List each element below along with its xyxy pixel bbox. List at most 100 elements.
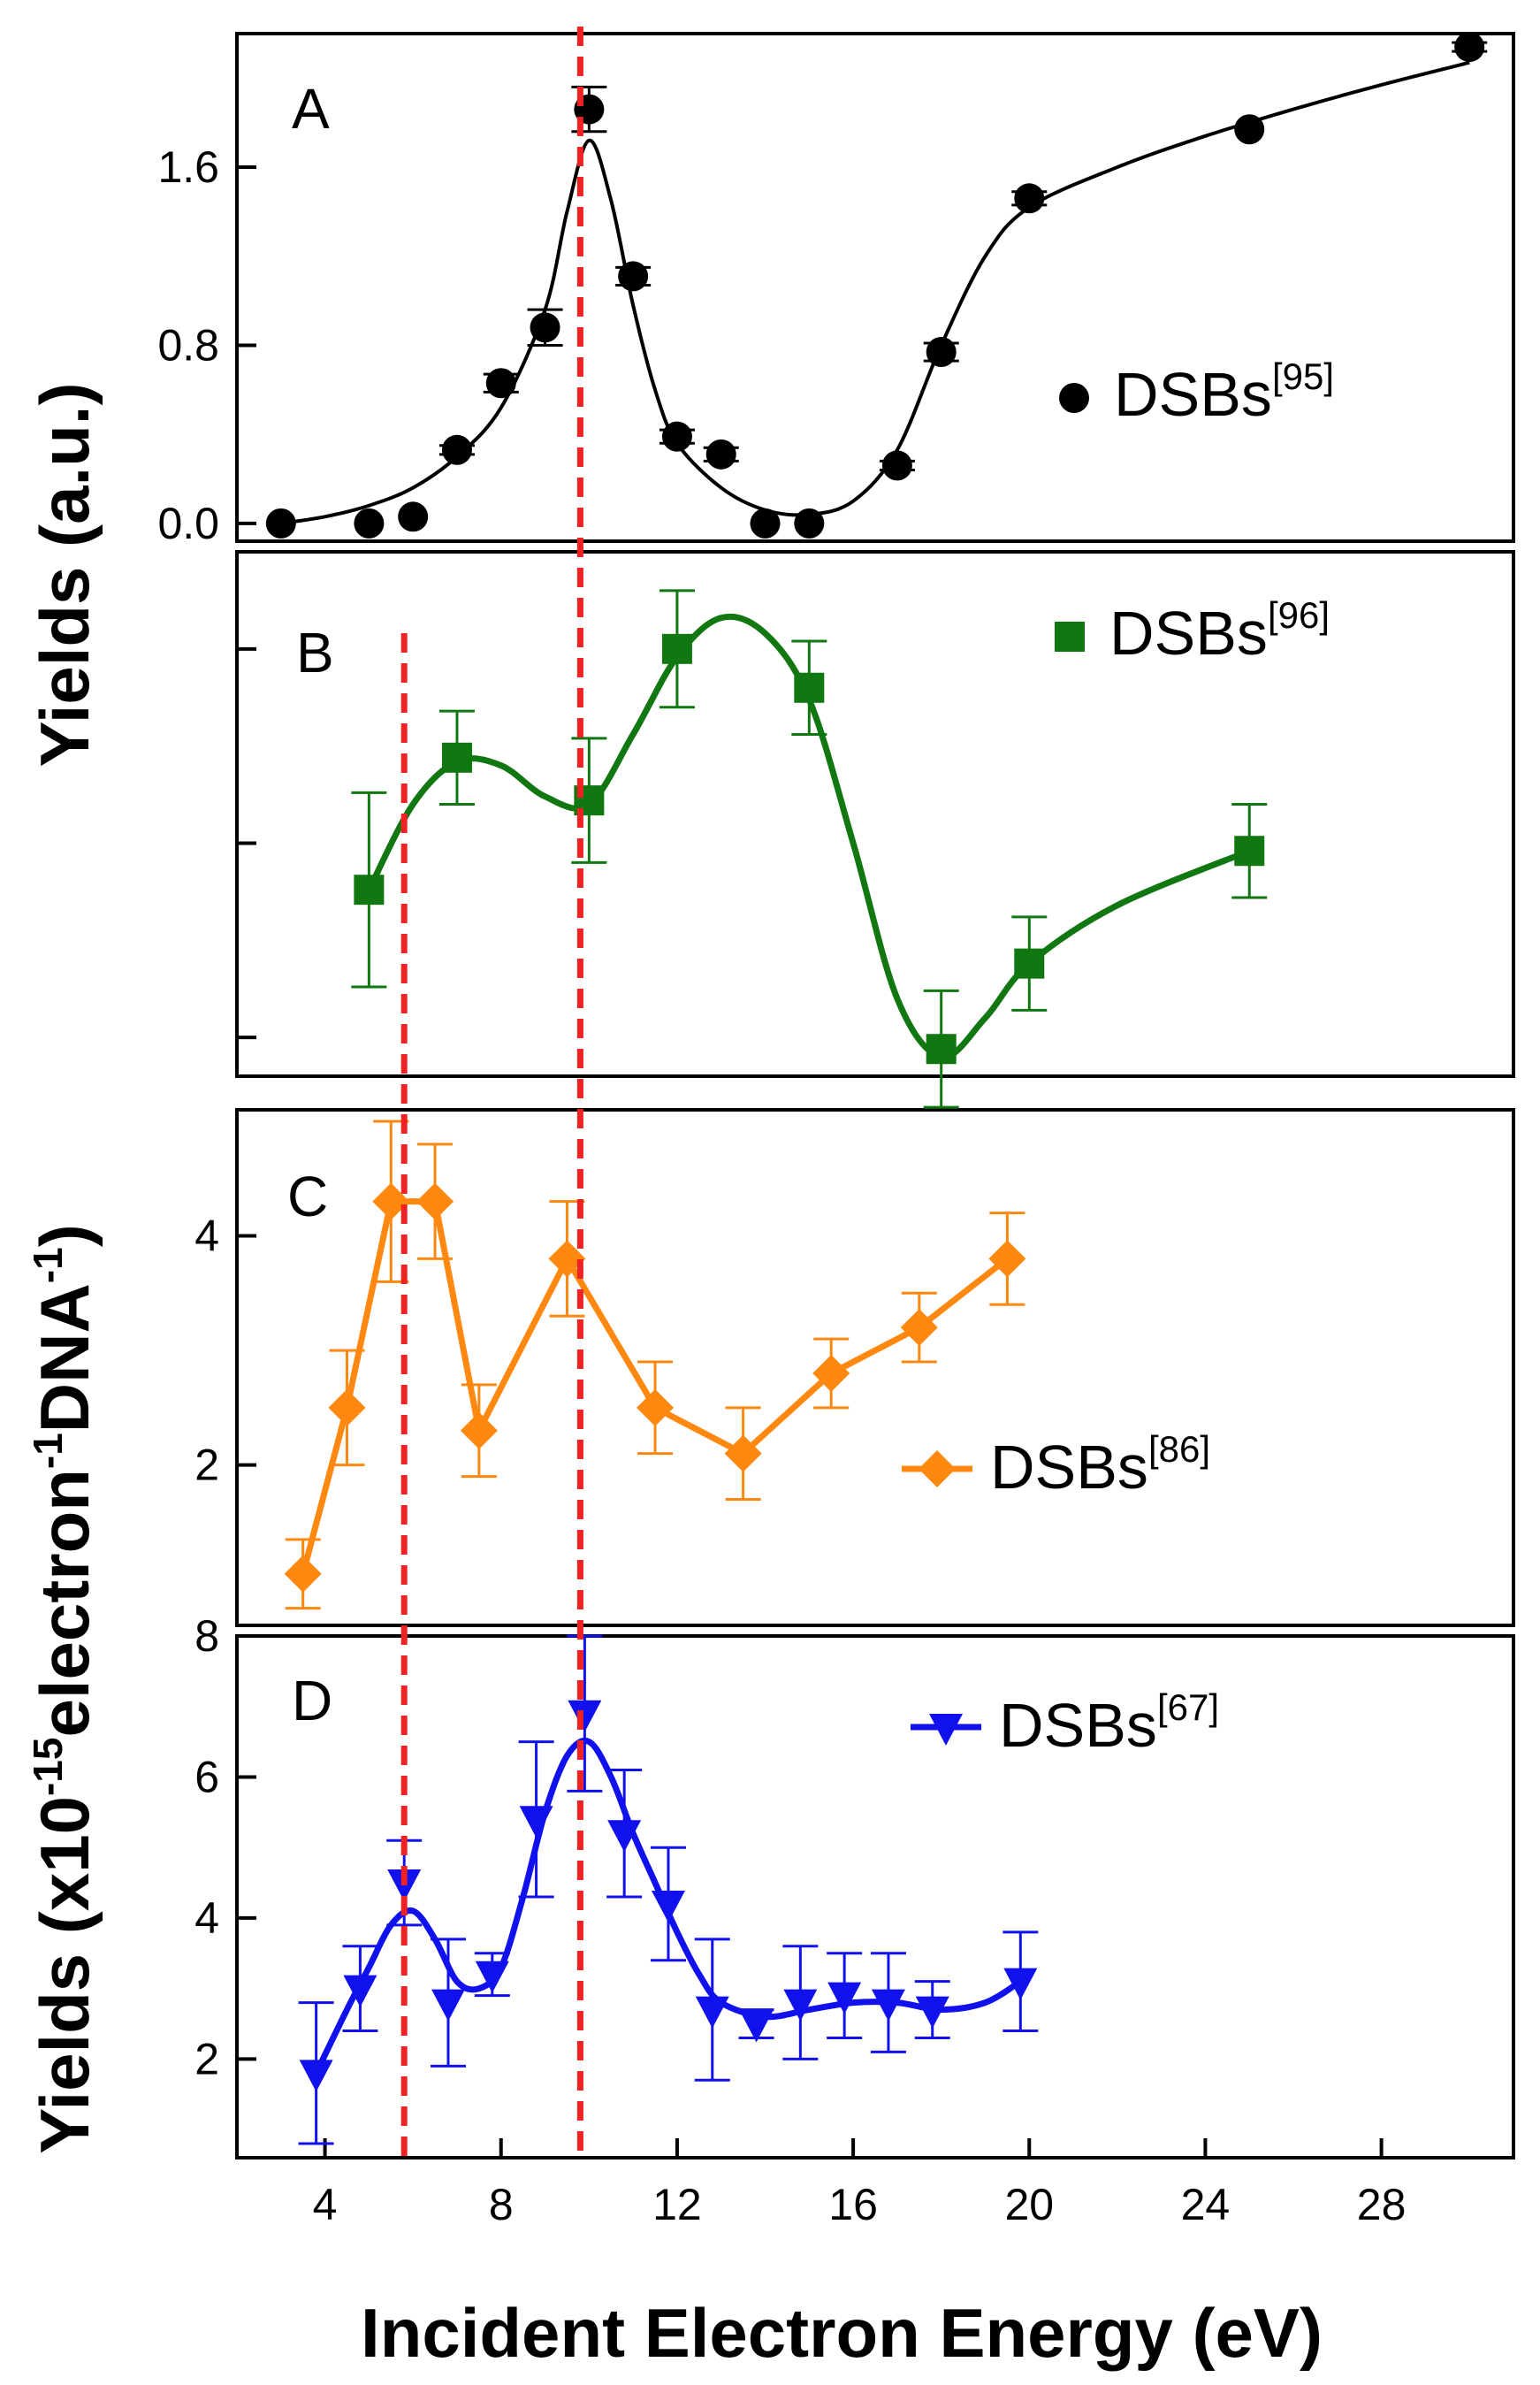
panel-a-data-point bbox=[618, 261, 649, 292]
panel-a-data-point bbox=[354, 508, 385, 539]
panel-a-data-point bbox=[530, 312, 560, 343]
panel-a-data-point bbox=[750, 508, 781, 539]
x-tick-label: 24 bbox=[1181, 2180, 1231, 2229]
panel-a-data-point bbox=[926, 337, 957, 368]
panel-c-ytick-label: 2 bbox=[194, 1441, 219, 1490]
panel-c-data-point bbox=[328, 1388, 366, 1426]
panel-c-legend-ref: [86] bbox=[1148, 1428, 1210, 1470]
panel-b-label: B bbox=[296, 621, 334, 684]
axis-labels: Incident Electron Energy (eV) Yields (a.… bbox=[25, 383, 1323, 2372]
panel-a-ytick-label: 0.0 bbox=[157, 499, 219, 548]
panel-d-data-point bbox=[568, 1700, 602, 1732]
panel-a-fit-curve bbox=[280, 60, 1470, 525]
panel-a-data-point bbox=[265, 508, 296, 539]
y-axis-title-bottom-exp3: -1 bbox=[25, 1247, 71, 1283]
panel-c-label: C bbox=[287, 1165, 328, 1228]
panel-d-data-point bbox=[1003, 1968, 1038, 2000]
x-tick-label: 8 bbox=[489, 2180, 514, 2229]
panel-d-data-point bbox=[695, 1996, 729, 2029]
panel-c-data-point bbox=[460, 1411, 498, 1449]
panel-d-legend-name: DSBs bbox=[999, 1691, 1157, 1760]
x-tick-label: 4 bbox=[313, 2180, 338, 2229]
panel-a-label: A bbox=[292, 77, 330, 141]
panel-c-ytick-label: 4 bbox=[194, 1212, 219, 1261]
panel-a-data-point bbox=[881, 450, 912, 481]
panel-d-data-point bbox=[739, 2010, 774, 2043]
panel-c-data-point bbox=[724, 1434, 762, 1472]
x-tick-label: 16 bbox=[828, 2180, 878, 2229]
panel-a-data-point bbox=[1014, 183, 1045, 214]
reference-lines bbox=[400, 27, 583, 2158]
panel-d-data-point bbox=[387, 1869, 422, 1902]
x-tick-label: 12 bbox=[652, 2180, 702, 2229]
panel-d-data-point bbox=[827, 1982, 862, 2014]
y-axis-title-bottom-end: ) bbox=[26, 1224, 103, 1247]
panel-c-data-point bbox=[284, 1555, 322, 1593]
panel-c-legend-name: DSBs bbox=[990, 1433, 1148, 1502]
panel-b-data-point bbox=[661, 633, 692, 664]
panel-d-ytick-label: 8 bbox=[194, 1611, 219, 1661]
panel-d-legend-label: DSBs[67] bbox=[999, 1686, 1219, 1760]
data-marks bbox=[265, 32, 1488, 2145]
panel-b-data-point bbox=[926, 1034, 957, 1065]
panel-d-data-point bbox=[519, 1806, 553, 1838]
panel-a-legend-marker bbox=[1059, 383, 1089, 413]
panel-a-ytick-label: 0.8 bbox=[157, 320, 219, 370]
panel-c-data-point bbox=[548, 1240, 586, 1278]
panel-b-legend-ref: [96] bbox=[1268, 594, 1330, 636]
panel-b-data-point bbox=[441, 742, 472, 773]
y-axis-title-bottom-exp2: -1 bbox=[25, 1433, 71, 1469]
x-tick-label: 28 bbox=[1357, 2180, 1407, 2229]
panel-a-ytick-label: 1.6 bbox=[157, 142, 219, 192]
panel-d-data-point bbox=[871, 1989, 905, 2022]
panel-a-data-point bbox=[1234, 114, 1265, 145]
panel-a-data-point bbox=[1454, 32, 1485, 63]
panel-a-frame bbox=[235, 32, 1515, 543]
panel-d-data-point bbox=[431, 1989, 466, 2022]
y-axis-title-top: Yields (a.u.) bbox=[26, 383, 103, 768]
panel-d-ytick-label: 4 bbox=[194, 1893, 219, 1943]
panel-b-legend-label: DSBs[96] bbox=[1109, 594, 1330, 668]
panel-b-data-point bbox=[1014, 948, 1045, 979]
panel-a-data-point bbox=[441, 434, 472, 465]
panel-c-data-point bbox=[900, 1309, 938, 1347]
panel-b-data-point bbox=[1234, 836, 1265, 867]
y-axis-title-bottom-main: Yields (x10 bbox=[26, 1796, 103, 2154]
panel-d-ytick-label: 2 bbox=[194, 2034, 219, 2083]
x-axis-title: Incident Electron Energy (eV) bbox=[361, 2294, 1323, 2372]
y-axis-title-bottom-mid: electron bbox=[26, 1469, 103, 1737]
panel-a-data-point bbox=[398, 501, 429, 532]
panel-c-data-point bbox=[988, 1240, 1026, 1278]
y-axis-title-bottom: Yields (x10-15electron-1DNA-1) bbox=[25, 1224, 103, 2153]
panel-b-frame bbox=[235, 550, 1515, 1078]
panel-b-data-point bbox=[794, 672, 825, 703]
panel-c-frame bbox=[235, 1108, 1515, 1627]
panel-d-data-point bbox=[299, 2060, 333, 2092]
y-axis-title-bottom-exp1: -15 bbox=[25, 1738, 71, 1796]
panel-c-legend-marker bbox=[919, 1450, 956, 1487]
panel-b-fit-curve bbox=[366, 613, 1251, 1060]
panel-a-data-point bbox=[661, 421, 692, 452]
panel-d-data-point bbox=[475, 1961, 509, 1993]
panel-c-data-point bbox=[812, 1354, 850, 1392]
panel-d-label: D bbox=[292, 1669, 332, 1732]
panel-d-ytick-label: 6 bbox=[194, 1752, 219, 1801]
panel-c-data-point bbox=[416, 1182, 454, 1220]
panel-a-data-point bbox=[485, 368, 516, 399]
panel-d-data-point bbox=[915, 1996, 949, 2029]
panel-d-data-point bbox=[343, 1975, 377, 2007]
panel-d-frame bbox=[235, 1634, 1515, 2159]
panel-c-data-point bbox=[637, 1388, 675, 1426]
panel-d-legend-marker bbox=[929, 1714, 963, 1746]
panel-d-data-point bbox=[651, 1890, 685, 1923]
panel-a-legend-ref: [95] bbox=[1272, 355, 1334, 397]
panel-frames bbox=[235, 32, 1515, 2159]
panel-c-data-point bbox=[372, 1182, 410, 1220]
panel-b-legend-name: DSBs bbox=[1109, 599, 1268, 668]
panel-d-legend-ref: [67] bbox=[1157, 1686, 1219, 1728]
y-axis-title-bottom-mid2: DNA bbox=[26, 1283, 103, 1433]
panel-b-data-point bbox=[354, 875, 385, 906]
panel-a-legend-label: DSBs[95] bbox=[1114, 355, 1334, 429]
